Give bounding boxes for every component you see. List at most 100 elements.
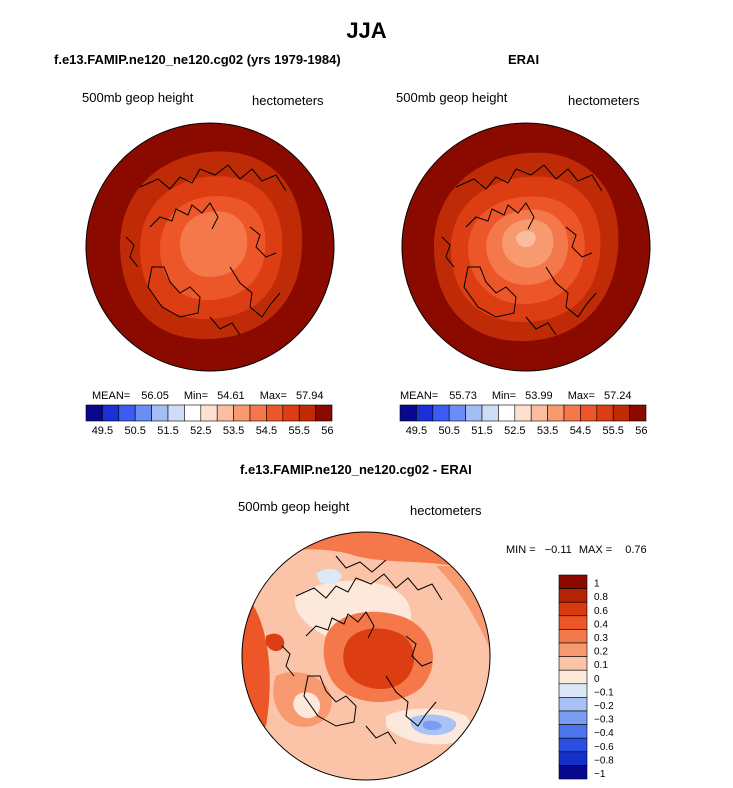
- colorbar-box: [558, 710, 588, 725]
- colorbar-box: [298, 404, 316, 422]
- panel-3-variable-label: 500mb geop height: [238, 499, 350, 514]
- panel-1-min-label: Min=: [183, 390, 209, 402]
- colorbar-tick-label: 56.5: [321, 425, 334, 437]
- colorbar-box: [558, 697, 588, 712]
- colorbar-tick-label: 49.5: [92, 425, 113, 437]
- colorbar-tick-label: 55.5: [602, 425, 623, 437]
- colorbar-box: [465, 404, 483, 422]
- panel-3-min-value: −0.11: [544, 544, 572, 556]
- colorbar-box: [399, 404, 417, 422]
- panel-3-colorbar: 1 0.8 0.6 0.4 0.3 0.2 0.1 0 −0.1 −0.2 −0.3 −0.4 −0.6…: [558, 574, 614, 780]
- colorbar-box: [498, 404, 516, 422]
- panel-2-title: ERAI: [508, 52, 540, 67]
- panel-2-map: [401, 122, 651, 372]
- colorbar-tick-label: 0.4: [594, 619, 608, 630]
- panel-3-map: [241, 531, 491, 781]
- colorbar-tick-label: 0.3: [594, 633, 608, 644]
- panel-1-max-label: Max=: [259, 390, 287, 402]
- panel-3-max-value: 0.76: [625, 544, 647, 556]
- panel-1-min-value: 54.61: [217, 390, 245, 402]
- figure-title: JJA: [346, 18, 387, 43]
- colorbar-tick-label: 0.2: [594, 647, 608, 658]
- panel-1-colorbar: 49.5 50.5 51.5 52.5 53.5 54.5 55.5 56.5: [85, 404, 334, 437]
- panel-1-variable-label: 500mb geop height: [82, 90, 194, 105]
- colorbar-box: [266, 404, 284, 422]
- panel-1-max-value: 57.94: [295, 390, 324, 402]
- panel-2-variable-label: 500mb geop height: [396, 90, 508, 105]
- colorbar-tick-label: 49.5: [406, 425, 427, 437]
- colorbar-box: [558, 751, 588, 766]
- colorbar-box: [134, 404, 152, 422]
- colorbar-tick-label: 51.5: [471, 425, 492, 437]
- panel-2-colorbar: 49.5 50.5 51.5 52.5 53.5 54.5 55.5 56.5: [399, 404, 648, 437]
- colorbar-box: [596, 404, 614, 422]
- colorbar-box: [558, 629, 588, 644]
- colorbar-tick-label: 56.5: [635, 425, 648, 437]
- colorbar-tick-label: −0.4: [594, 728, 614, 739]
- colorbar-tick-label: −0.1: [594, 687, 614, 698]
- colorbar-tick-label: −0.2: [594, 701, 614, 712]
- colorbar-box: [184, 404, 202, 422]
- panel-2-mean-label: MEAN=: [400, 390, 439, 402]
- colorbar-tick-label: 55.5: [288, 425, 309, 437]
- panel-2-units-label: hectometers: [568, 93, 640, 108]
- colorbar-box: [118, 404, 136, 422]
- colorbar-tick-label: −1: [594, 769, 606, 780]
- colorbar-box: [558, 615, 588, 630]
- panel-1-mean-label: MEAN=: [92, 390, 131, 402]
- colorbar-tick-label: 54.5: [570, 425, 591, 437]
- colorbar-tick-label: 52.5: [190, 425, 211, 437]
- colorbar-tick-label: 54.5: [256, 425, 277, 437]
- colorbar-box: [558, 588, 588, 603]
- panel-2-max-value: 57.24: [603, 390, 632, 402]
- colorbar-box: [558, 683, 588, 698]
- panel-1-map: [85, 122, 335, 372]
- colorbar-tick-label: 1: [594, 579, 600, 590]
- colorbar-box: [558, 669, 588, 685]
- panel-2-stats: MEAN= 55.73 Min= 53.99 Max= 57.24: [400, 390, 632, 402]
- colorbar-box: [580, 404, 598, 422]
- panel-2-mean-value: 55.73: [449, 390, 477, 402]
- colorbar-box: [558, 656, 588, 671]
- colorbar-box: [85, 404, 103, 422]
- colorbar-box: [249, 404, 267, 422]
- colorbar-box: [315, 404, 333, 422]
- colorbar-box: [547, 404, 565, 422]
- colorbar-box: [481, 404, 499, 422]
- colorbar-tick-label: 52.5: [504, 425, 525, 437]
- colorbar-box: [151, 404, 169, 422]
- panel-3-units-label: hectometers: [410, 503, 482, 518]
- colorbar-box: [558, 601, 588, 617]
- colorbar-tick-label: 50.5: [438, 425, 459, 437]
- colorbar-tick-label: 53.5: [223, 425, 244, 437]
- panel-1-mean-value: 56.05: [141, 390, 169, 402]
- colorbar-tick-label: 53.5: [537, 425, 558, 437]
- panel-2-max-label: Max=: [567, 390, 595, 402]
- colorbar-tick-label: 0.8: [594, 592, 608, 603]
- panel-1-title: f.e13.FAMIP.ne120_ne120.cg02 (yrs 1979-1…: [54, 52, 341, 67]
- colorbar-tick-label: 0.1: [594, 660, 608, 671]
- colorbar-box: [558, 724, 588, 739]
- colorbar-box: [233, 404, 251, 422]
- colorbar-box: [558, 737, 588, 753]
- colorbar-box: [282, 404, 300, 422]
- colorbar-tick-label: 51.5: [157, 425, 178, 437]
- colorbar-box: [514, 404, 532, 422]
- colorbar-box: [432, 404, 450, 422]
- colorbar-box: [102, 404, 120, 422]
- colorbar-tick-label: 50.5: [124, 425, 145, 437]
- panel-3-title: f.e13.FAMIP.ne120_ne120.cg02 - ERAI: [240, 462, 472, 477]
- colorbar-box: [558, 765, 588, 780]
- panel-3-max-label: MAX =: [578, 544, 613, 556]
- panel-2-min-value: 53.99: [525, 390, 553, 402]
- panel-1-stats: MEAN= 56.05 Min= 54.61 Max= 57.94: [92, 390, 324, 402]
- colorbar-tick-label: −0.8: [594, 755, 614, 766]
- panel-1-units-label: hectometers: [252, 93, 324, 108]
- colorbar-tick-label: −0.6: [594, 742, 614, 753]
- panel-3-stats: MIN = −0.11 MAX = 0.76: [506, 544, 647, 556]
- colorbar-box: [558, 574, 588, 589]
- colorbar-box: [416, 404, 434, 422]
- colorbar-tick-label: −0.3: [594, 715, 614, 726]
- colorbar-box: [167, 404, 185, 422]
- colorbar-box: [612, 404, 630, 422]
